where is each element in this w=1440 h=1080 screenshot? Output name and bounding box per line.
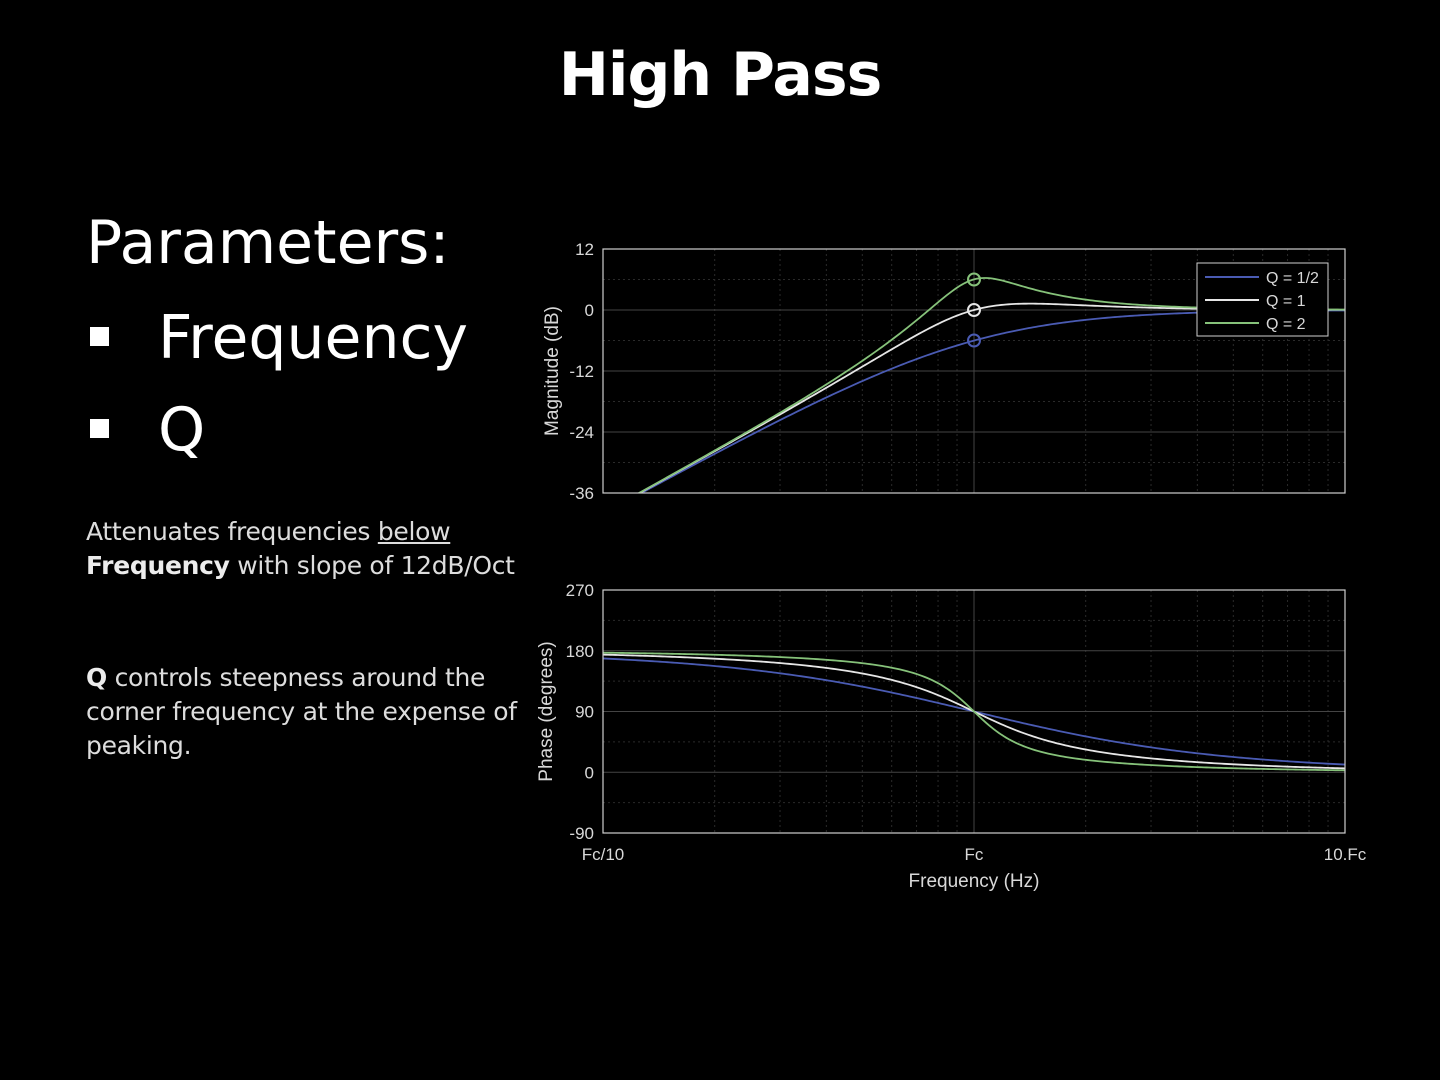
y-tick-label: 270 — [566, 581, 594, 600]
desc-underlined: below — [377, 517, 451, 546]
legend-label: Q = 2 — [1266, 316, 1306, 333]
bullet-square-icon — [90, 327, 109, 346]
x-tick-label: 10.Fc — [1324, 845, 1367, 864]
fc-marker — [967, 303, 981, 317]
y-tick-label: 12 — [575, 240, 594, 259]
parameters-heading: Parameters: — [86, 208, 450, 278]
x-tick-label: Fc/10 — [582, 845, 625, 864]
fc-marker — [967, 272, 981, 287]
desc-text: Attenuates frequencies — [86, 517, 378, 546]
parameter-label: Frequency — [158, 303, 468, 373]
legend-label: Q = 1 — [1266, 293, 1306, 310]
y-tick-label: -36 — [569, 484, 594, 503]
parameter-label: Q — [158, 395, 206, 465]
desc-bold: Frequency — [86, 551, 230, 580]
desc-bold: Q — [86, 663, 107, 692]
y-axis-label: Phase (degrees) — [536, 641, 557, 781]
x-tick-label: Fc — [965, 845, 984, 864]
slide-title: High Pass — [558, 40, 883, 110]
legend-label: Q = 1/2 — [1266, 270, 1319, 287]
fc-marker — [967, 333, 981, 348]
y-tick-label: 0 — [585, 763, 594, 782]
y-axis-label: Magnitude (dB) — [542, 306, 563, 436]
y-tick-label: -12 — [569, 362, 594, 381]
y-tick-label: -90 — [569, 824, 594, 843]
desc-text: with slope of 12dB/Oct — [229, 551, 515, 580]
bullet-square-icon — [90, 419, 109, 438]
y-tick-label: 0 — [585, 301, 594, 320]
y-tick-label: -24 — [569, 423, 594, 442]
x-axis-label: Frequency (Hz) — [909, 871, 1040, 892]
y-tick-label: 90 — [575, 703, 594, 722]
desc-text: controls steepness around the corner fre… — [86, 663, 517, 760]
description-q: Q controls steepness around the corner f… — [86, 661, 526, 763]
axes-border — [602, 589, 1346, 834]
description-attenuation: Attenuates frequencies below Frequency w… — [86, 515, 526, 583]
series-line — [603, 651, 1345, 772]
y-tick-label: 180 — [566, 642, 594, 661]
axes-border — [602, 248, 1346, 494]
